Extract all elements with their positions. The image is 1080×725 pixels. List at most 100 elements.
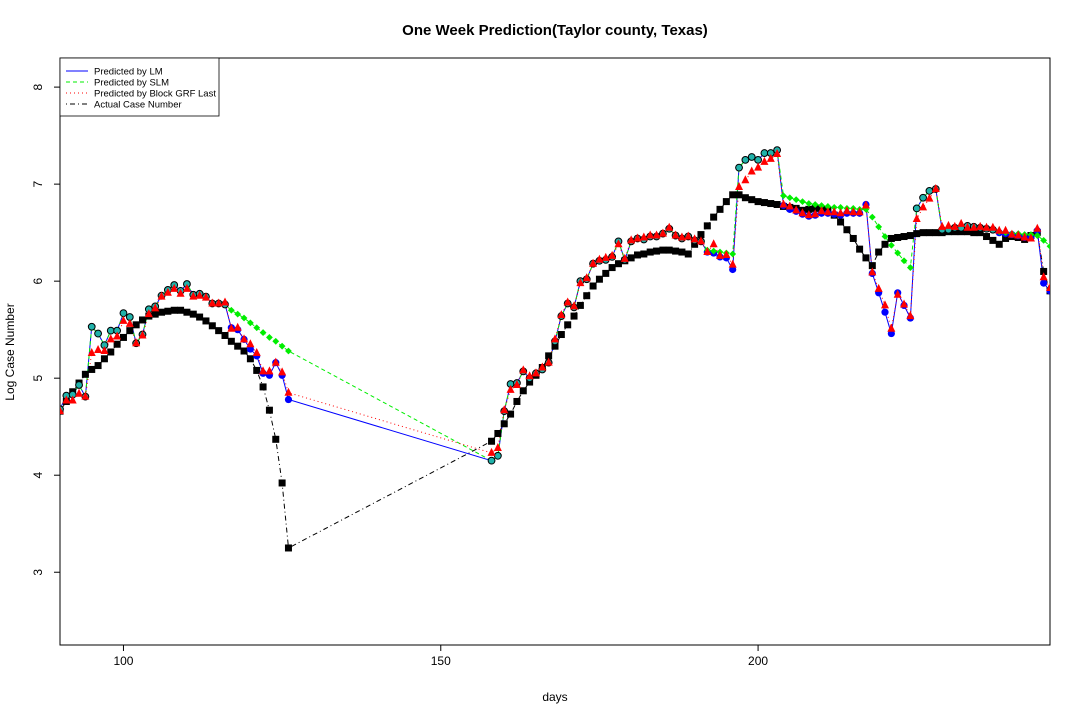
slm-point [887,241,895,249]
grf-point [931,183,940,192]
actual-point [208,322,216,330]
actual-point [234,342,242,350]
grf-point [804,210,813,219]
grf-point [493,443,502,452]
grf-point [779,199,788,208]
grf-point [722,249,731,258]
slm-point [805,200,813,207]
x-tick-label: 100 [113,654,133,668]
grf-point [265,366,274,375]
actual-point [678,248,686,256]
grf-point [144,309,153,318]
actual-point [634,251,641,259]
grf-point [823,207,832,216]
slm-point [234,310,242,318]
grf-point [658,228,667,237]
actual-point [164,307,172,315]
actual-point [627,254,635,262]
grf-point [512,379,521,388]
actual-point [278,479,286,487]
actual-point [602,269,610,277]
grf-point [214,298,223,307]
y-tick-label: 5 [31,375,45,382]
actual-point [862,254,870,262]
grf-point [830,207,839,216]
actual-point [697,231,705,239]
grf-point [563,297,572,306]
legend-label-grf: Predicted by Block GRF Last [94,89,216,100]
grf-point [703,247,712,256]
actual-point [919,229,927,237]
grf-point [106,334,115,343]
slm-point [285,347,292,355]
grf-point [87,347,96,356]
slm-point [754,155,762,164]
actual-point [189,310,197,318]
y-tick-label: 3 [31,569,45,576]
grf-point [68,395,77,404]
actual-point [519,387,527,395]
slm-point [894,249,902,257]
actual-point [284,544,292,552]
actual-point [551,342,559,350]
grf-point [233,322,242,331]
grf-point [906,311,915,320]
grf-point [570,301,579,310]
actual-point [989,236,997,244]
y-tick-label: 7 [31,180,45,187]
actual-point [81,370,89,378]
grf-point [189,291,198,300]
legend-box [59,57,220,117]
grf-point [157,291,166,300]
plot-frame [59,57,1051,646]
grf-point [792,205,801,214]
slm-point [106,326,115,335]
slm-point [87,322,96,331]
actual-point [754,198,762,206]
slm-point [906,264,914,271]
grf-point [754,162,763,171]
grf-point [969,222,978,231]
slm-point [94,329,102,338]
grf-point [963,222,972,231]
actual-point [170,306,178,314]
actual-point [729,191,737,199]
slm-point [811,201,819,208]
grf-point [182,283,191,292]
actual-point [684,250,692,258]
y-tick-label: 4 [31,472,45,479]
slm-point [799,198,806,205]
legend-label-actual: Actual Case Number [94,100,182,111]
slm-point [259,329,267,336]
slm-point [912,204,921,213]
actual-point [545,352,553,360]
actual-point [240,347,248,355]
grf-point [94,345,103,354]
grf-point [151,303,160,312]
grf-point [201,292,210,301]
actual-point [595,275,603,283]
lm-point [729,265,737,274]
legend-label-lm: Predicted by LM [94,67,163,78]
grf-point [525,371,534,380]
grf-point [773,149,782,158]
lm-point [246,345,254,353]
grf-point [487,447,496,456]
actual-point [259,383,267,391]
slm-point [735,163,743,172]
actual-point [767,200,775,208]
slm-point [900,257,908,265]
actual-point [640,250,648,258]
grf-point [938,221,947,230]
grf-point [519,365,528,374]
actual-point [183,308,191,316]
slm-point [818,202,825,209]
grf-point [589,258,598,267]
slm-point [240,314,248,322]
grf-point [278,367,287,376]
x-axis-label: days [542,690,567,704]
actual-point [132,321,140,329]
actual-point [856,245,864,253]
